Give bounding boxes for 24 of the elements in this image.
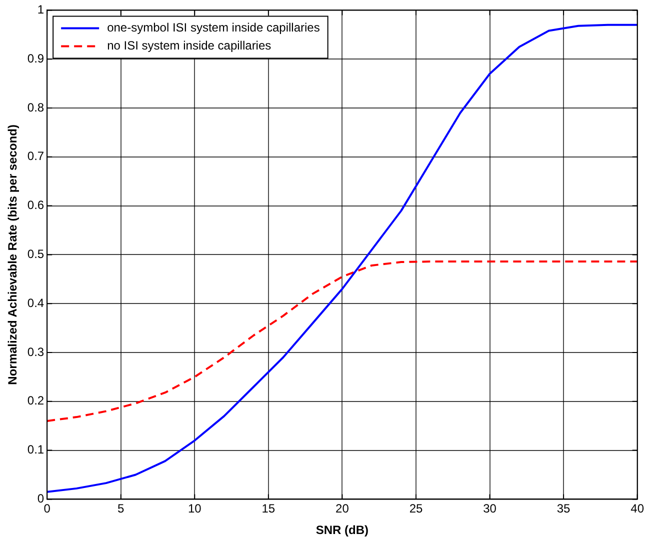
y-tick-label: 0.8 bbox=[27, 100, 44, 114]
y-tick-label: 0.6 bbox=[27, 198, 44, 212]
y-tick-label: 1 bbox=[37, 2, 44, 17]
y-tick-label: 0.5 bbox=[27, 247, 44, 262]
x-tick-label: 15 bbox=[262, 502, 276, 516]
y-tick-label: 0.7 bbox=[27, 149, 44, 164]
x-tick-label: 5 bbox=[118, 502, 125, 516]
x-tick-label: 20 bbox=[336, 502, 350, 516]
x-axis-title: SNR (dB) bbox=[316, 523, 369, 538]
x-tick-label: 35 bbox=[556, 502, 571, 516]
y-tick-label: 0 bbox=[37, 492, 44, 506]
y-axis-title: Normalized Achievable Rate (bits per second) bbox=[6, 124, 20, 385]
line-series bbox=[47, 260, 638, 422]
x-tick-label: 25 bbox=[409, 502, 423, 516]
x-tick-label: 30 bbox=[483, 502, 497, 516]
y-tick-label: 0.1 bbox=[27, 442, 44, 457]
y-tick-label: 0.3 bbox=[27, 344, 44, 359]
y-tick-label: 0.2 bbox=[27, 394, 44, 408]
legend-label: one-symbol ISI system inside capillaries bbox=[107, 20, 320, 35]
y-tick-label: 0.4 bbox=[27, 296, 44, 310]
y-tick-label: 0.9 bbox=[27, 51, 44, 66]
x-tick-label: 40 bbox=[630, 502, 644, 516]
x-tick-label: 10 bbox=[188, 502, 202, 516]
legend-label: no ISI system inside capillaries bbox=[107, 38, 272, 53]
